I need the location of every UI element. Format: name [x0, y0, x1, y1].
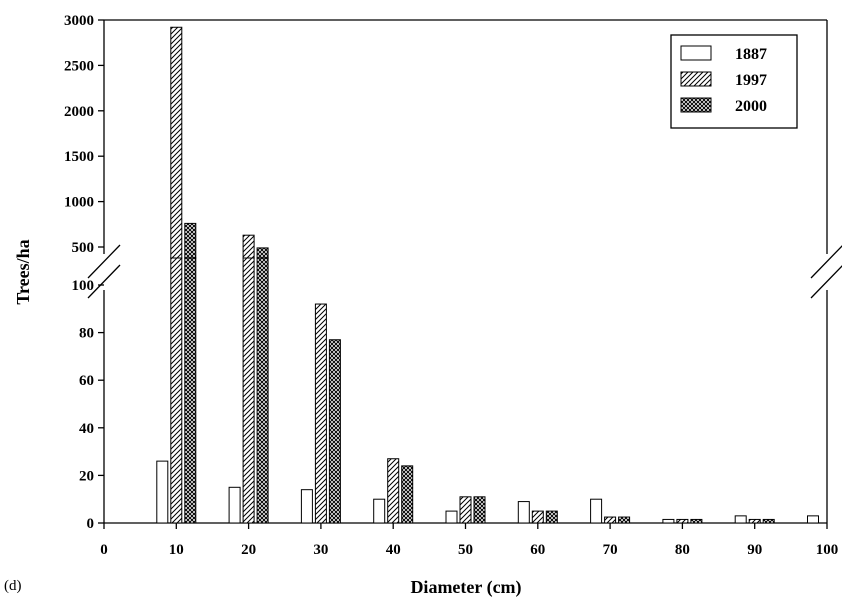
x-axis-title: Diameter (cm): [410, 577, 521, 598]
y-tick-label: 40: [79, 421, 94, 437]
bar-1997-10-lower: [170, 257, 183, 524]
y-tick-label: 500: [72, 240, 95, 256]
bar-1997-40: [387, 458, 400, 524]
y-tick-label: 60: [79, 373, 94, 389]
bar-2000-40: [401, 465, 414, 524]
bar-1887-60: [517, 501, 530, 524]
bar-1997-80: [676, 518, 689, 524]
bar-1887-30: [300, 489, 313, 524]
bar-1887-50: [445, 510, 458, 524]
bar-1887-20: [228, 486, 241, 524]
bars: [156, 26, 819, 524]
bar-1887-40: [373, 498, 386, 524]
legend-label-2000: 2000: [735, 98, 767, 115]
x-tick-label: 60: [530, 542, 545, 558]
bar-1997-10-upper: [170, 26, 183, 259]
bar-1887-90: [734, 515, 747, 524]
bar-2000-70: [618, 516, 631, 524]
x-tick-label: 20: [241, 542, 256, 558]
legend-swatch-2000: [680, 97, 712, 113]
y-tick-label: 1500: [64, 149, 94, 165]
bar-2000-30: [328, 339, 341, 524]
plot-frame: [103, 19, 828, 524]
bar-2000-90: [762, 518, 775, 524]
bar-2000-20-lower: [256, 257, 269, 524]
bar-1997-60: [531, 510, 544, 524]
bar-1887-100: [807, 515, 819, 524]
y-tick-label: 3000: [64, 13, 94, 29]
x-tick-label: 80: [675, 542, 690, 558]
y-tick-label: 2000: [64, 104, 94, 120]
bar-2000-60: [545, 510, 558, 524]
bar-1997-20-upper: [242, 234, 255, 259]
bar-1997-90: [748, 518, 761, 524]
bar-2000-80: [690, 518, 703, 524]
legend-swatch-1997: [680, 71, 712, 87]
x-tick-label: 50: [458, 542, 473, 558]
bar-2000-10-upper: [184, 222, 197, 259]
legend-label-1887: 1887: [735, 46, 767, 63]
legend-swatch-1887: [680, 45, 712, 61]
bar-1997-70: [604, 516, 617, 524]
x-tick-label: 0: [100, 542, 108, 558]
y-axis-title: Trees/ha: [13, 239, 33, 304]
axis-break-marks: [87, 244, 842, 299]
x-tick-label: 100: [816, 542, 839, 558]
tick-labels: 0 10 20 30 40 50 60 70 80 90 100020406080100500100…: [64, 13, 838, 558]
x-tick-label: 40: [386, 542, 401, 558]
bar-1887-10: [156, 460, 169, 524]
bar-1887-80: [662, 518, 675, 524]
bar-1997-50: [459, 496, 472, 524]
y-tick-label: 0: [87, 516, 95, 532]
bar-2000-10-lower: [184, 257, 197, 524]
y-tick-label: 2500: [64, 58, 94, 74]
bar-1997-30: [314, 303, 327, 524]
bar-1997-20-lower: [242, 257, 255, 524]
legend-label-1997: 1997: [735, 72, 767, 89]
y-tick-label: 1000: [64, 195, 94, 211]
legend: 1887 1997 2000: [670, 34, 798, 129]
y-tick-label: 20: [79, 468, 94, 484]
x-tick-label: 30: [313, 542, 328, 558]
y-tick-label: 100: [72, 278, 95, 294]
x-tick-label: 10: [169, 542, 184, 558]
panel-label: (d): [4, 578, 22, 594]
y-tick-label: 80: [79, 326, 94, 342]
x-tick-label: 90: [747, 542, 762, 558]
x-tick-label: 70: [603, 542, 618, 558]
bar-2000-20-upper: [256, 247, 269, 259]
bar-2000-50: [473, 496, 486, 524]
bar-1887-70: [590, 498, 603, 524]
tick-marks: [98, 19, 828, 529]
